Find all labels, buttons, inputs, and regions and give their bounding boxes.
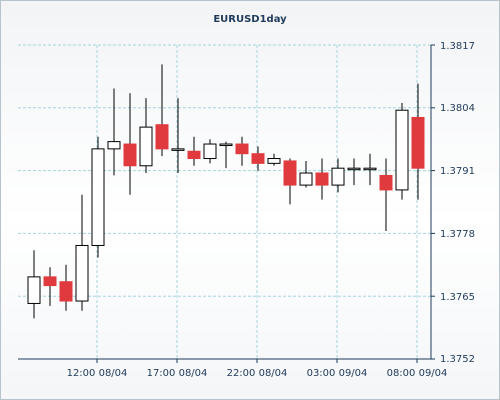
candle-body-down	[283, 160, 297, 186]
candle-body-up	[107, 141, 121, 150]
candle-body-up	[363, 167, 377, 171]
candle-body-up	[75, 244, 89, 302]
y-tick-label: 1.3752	[440, 354, 475, 365]
candle-body-down	[59, 281, 73, 302]
candle-body-up	[203, 143, 217, 160]
candle-body-down	[379, 174, 393, 191]
candles	[27, 64, 425, 319]
y-tick-label: 1.3817	[440, 41, 475, 52]
candle-body-up	[395, 109, 409, 191]
y-tick-label: 1.3804	[440, 103, 475, 114]
candle-body-up	[267, 158, 281, 164]
x-axis-ticks: 12:00 08/04 17:00 08/04 22:00 08/04 03:0…	[67, 368, 448, 379]
y-tick-label: 1.3791	[440, 166, 475, 177]
candle-body-up	[27, 276, 41, 304]
candle-body-down	[155, 124, 169, 150]
chart-title: EURUSD1day	[213, 14, 287, 25]
x-tick-label: 03:00 09/04	[307, 368, 368, 379]
plot-area	[18, 45, 431, 358]
candle-body-up	[347, 167, 361, 171]
x-tick-label: 17:00 08/04	[147, 368, 208, 379]
x-tick-label: 22:00 08/04	[227, 368, 288, 379]
y-axis-ticks: 1.3817 1.3804 1.3791 1.3778 1.3765 1.375…	[440, 41, 475, 365]
candle-body-up	[299, 172, 313, 186]
grid-lines	[18, 44, 435, 363]
y-tick-label: 1.3765	[440, 292, 475, 303]
candle-body-up	[331, 167, 345, 186]
candle-body-down	[235, 143, 249, 155]
x-tick-label: 12:00 08/04	[67, 368, 128, 379]
x-tick-label: 08:00 09/04	[387, 368, 448, 379]
candle-body-up	[171, 148, 185, 151]
candle-body-down	[43, 276, 57, 287]
candle-body-up	[219, 143, 233, 147]
candle-body-down	[251, 153, 265, 164]
candle-body-down	[315, 172, 329, 186]
y-tick-label: 1.3778	[440, 229, 475, 240]
candle-body-down	[411, 116, 425, 169]
candle-body-down	[123, 143, 137, 167]
candle-body-up	[139, 126, 153, 167]
candle-body-up	[91, 148, 105, 246]
candle-body-down	[187, 150, 201, 160]
